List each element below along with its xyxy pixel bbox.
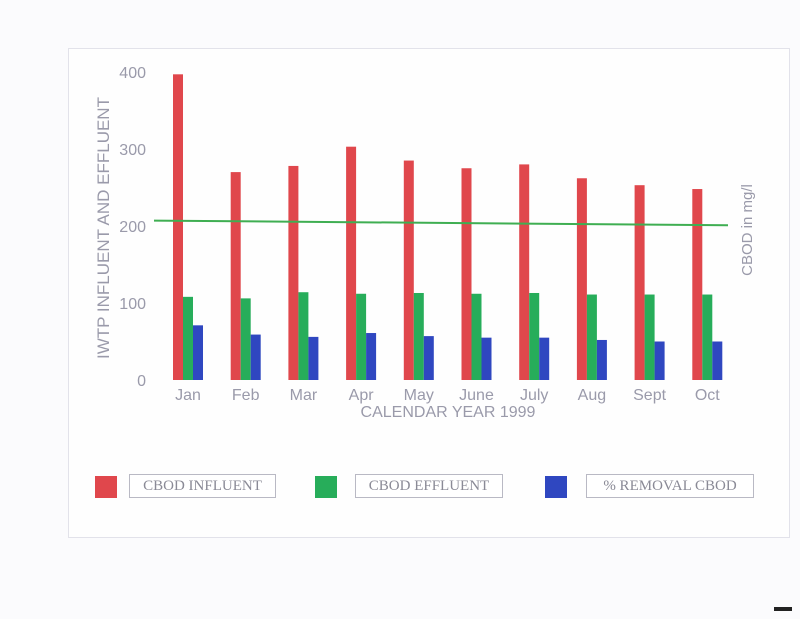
x-tick-label: July xyxy=(520,387,548,404)
bar-influent xyxy=(173,74,183,380)
bar-influent xyxy=(519,164,530,380)
bar-influent xyxy=(346,146,357,380)
bar-effluent xyxy=(644,294,655,380)
x-tick-label: Feb xyxy=(232,387,260,404)
bar-series xyxy=(173,74,723,380)
x-tick-label: Oct xyxy=(695,387,720,404)
scan-mark xyxy=(774,607,792,611)
y-axis-ticks: 0 100 200 300 400 xyxy=(119,65,146,390)
bar-effluent xyxy=(413,292,424,380)
x-tick-label: Jan xyxy=(175,387,201,404)
bar-influent xyxy=(403,160,414,380)
y-tick-label: 400 xyxy=(119,65,146,82)
bar-effluent xyxy=(356,293,367,380)
bar-effluent xyxy=(529,292,540,380)
bar-removal xyxy=(539,337,550,380)
legend-swatch-removal xyxy=(545,476,567,498)
bar-influent xyxy=(288,165,299,380)
x-tick-label: May xyxy=(404,387,434,404)
x-tick-label: June xyxy=(459,387,494,404)
y-tick-label: 0 xyxy=(137,373,146,390)
bar-removal xyxy=(654,341,665,380)
y-axis-label: IWTP INFLUENT AND EFFLUENT xyxy=(94,97,113,359)
x-tick-label: Apr xyxy=(349,387,375,404)
bar-effluent xyxy=(240,298,251,380)
bar-influent xyxy=(230,172,241,380)
bar-removal xyxy=(193,325,203,380)
legend-swatch-effluent xyxy=(315,476,337,498)
bar-influent xyxy=(692,189,703,380)
x-tick-label: Sept xyxy=(633,387,666,404)
x-axis-ticks: Jan Feb Mar Apr May June July Aug Sept Oct xyxy=(175,387,720,404)
bar-influent xyxy=(634,185,645,380)
bar-removal xyxy=(250,334,261,380)
x-tick-label: Mar xyxy=(290,387,318,404)
x-axis-label: CALENDAR YEAR 1999 xyxy=(361,404,536,421)
y-tick-label: 300 xyxy=(119,142,146,159)
legend-swatch-influent xyxy=(95,476,117,498)
bar-effluent xyxy=(183,296,193,380)
bar-effluent xyxy=(586,294,597,380)
reference-line xyxy=(153,219,729,227)
bar-removal xyxy=(423,336,434,380)
bar-effluent xyxy=(298,292,309,380)
legend-label-removal: % REMOVAL CBOD xyxy=(586,474,754,498)
y-tick-label: 200 xyxy=(119,219,146,236)
bar-removal xyxy=(481,337,492,380)
bar-effluent xyxy=(471,293,482,380)
y-tick-label: 100 xyxy=(119,296,146,313)
bar-removal xyxy=(596,339,607,380)
bar-removal xyxy=(366,333,377,380)
x-tick-label: Aug xyxy=(578,387,606,404)
bar-influent xyxy=(461,168,472,380)
y-axis-right-label: CBOD in mg/l xyxy=(739,184,756,276)
legend-label-influent: CBOD INFLUENT xyxy=(129,474,276,498)
bar-removal xyxy=(308,336,319,380)
bar-effluent xyxy=(702,294,713,380)
bar-removal xyxy=(712,341,723,380)
legend-label-effluent: CBOD EFFLUENT xyxy=(355,474,503,498)
chart-frame xyxy=(68,48,790,538)
bar-influent xyxy=(576,178,587,380)
